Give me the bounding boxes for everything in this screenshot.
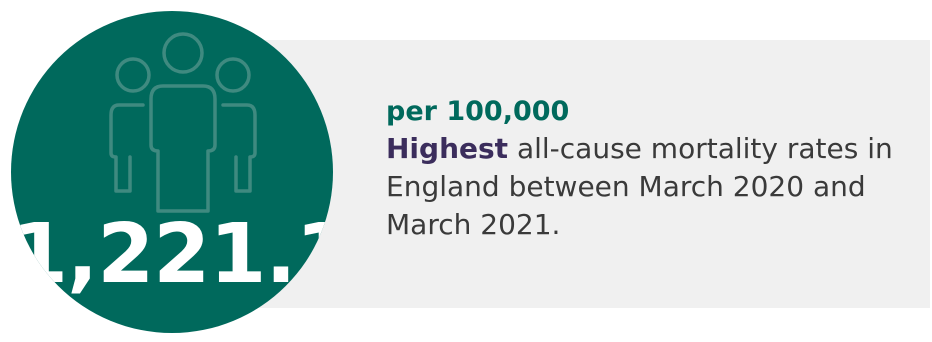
people-group-icon xyxy=(109,32,257,213)
stat-circle: 1,221.1 xyxy=(11,11,333,333)
stat-text: per 100,000 Highest all-cause mortality … xyxy=(386,94,906,244)
unit-label: per 100,000 xyxy=(386,96,570,127)
description-text: all-cause mortality rates in England bet… xyxy=(386,132,893,241)
stat-description: Highest all-cause mortality rates in Eng… xyxy=(386,130,906,244)
stat-value: 1,221.1 xyxy=(11,207,333,302)
highlight-word: Highest xyxy=(386,132,509,165)
